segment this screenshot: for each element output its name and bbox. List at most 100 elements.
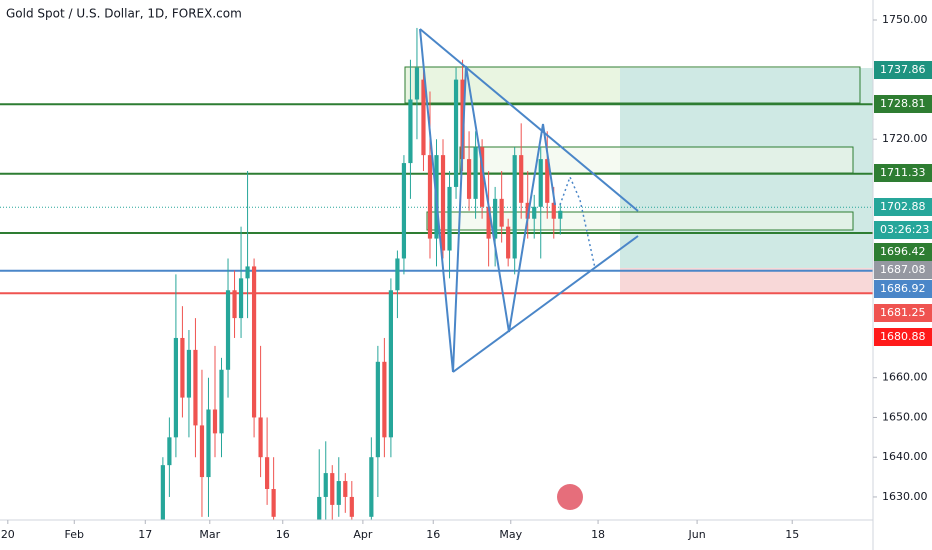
- candle-body: [271, 488, 276, 517]
- x-tick-label: 16: [426, 528, 440, 541]
- zone-fill: [405, 67, 620, 103]
- candle-body: [506, 226, 511, 259]
- candle-body: [193, 349, 198, 426]
- candle-body: [265, 457, 270, 489]
- triangle-lower: [452, 235, 639, 373]
- candle-body: [212, 409, 218, 434]
- candle-body: [206, 409, 211, 478]
- candle-body: [160, 465, 165, 520]
- candle-body: [401, 163, 407, 259]
- x-tick-label: 17: [138, 528, 152, 541]
- x-tick-label: 18: [591, 528, 605, 541]
- triangle-upper: [419, 28, 639, 212]
- drawings: [0, 66, 873, 295]
- candle-body: [408, 99, 413, 164]
- price-label-bg: [874, 198, 932, 216]
- candle-body: [382, 361, 387, 438]
- candle-body: [388, 290, 393, 438]
- price-label: 1702.88: [880, 200, 926, 213]
- time-axis: [0, 520, 873, 550]
- candle-body: [251, 266, 257, 418]
- candle-body: [532, 206, 537, 219]
- candle-body: [225, 290, 231, 370]
- x-tick-label: 15: [785, 528, 799, 541]
- price-label-bg: [874, 95, 932, 113]
- x-tick-label: Apr: [353, 528, 373, 541]
- x-tick-label: May: [499, 528, 522, 541]
- price-label: 1711.33: [880, 166, 926, 179]
- candle-body: [486, 206, 491, 239]
- x-tick-label: 20: [1, 528, 15, 541]
- candle-body: [499, 198, 504, 227]
- candle-body: [180, 337, 185, 398]
- candle-body: [219, 369, 224, 434]
- price-label-bg: [874, 304, 932, 322]
- logo: [557, 484, 583, 510]
- candle-body: [245, 266, 250, 279]
- candle-body: [427, 155, 433, 239]
- candle-body: [343, 481, 348, 497]
- y-tick-label: 1640.00: [882, 450, 928, 463]
- price-label-bg: [874, 164, 932, 182]
- price-label: 1737.86: [880, 63, 926, 76]
- candle-body: [440, 155, 446, 251]
- pattern: [419, 28, 639, 510]
- candle-body: [512, 155, 517, 259]
- zigzag: [419, 28, 556, 373]
- price-label: 1696.42: [880, 245, 926, 258]
- y-tick-label: 1660.00: [882, 371, 928, 384]
- candle-body: [258, 417, 263, 458]
- candle-body: [453, 79, 459, 187]
- price-label-bg: [874, 61, 932, 79]
- candle-body: [186, 349, 192, 398]
- countdown: 03:26:23: [880, 223, 929, 236]
- price-label-bg: [874, 280, 932, 298]
- candle-body: [395, 258, 400, 291]
- zone-box: [459, 146, 854, 174]
- price-label: 1687.08: [880, 263, 926, 276]
- y-tick-label: 1650.00: [882, 410, 928, 423]
- candle-body: [173, 337, 179, 438]
- candle-body: [375, 361, 380, 458]
- candle-body: [460, 79, 465, 160]
- chart-title: Gold Spot / U.S. Dollar, 1D, FOREX.com: [6, 7, 242, 21]
- candle-body: [317, 496, 322, 520]
- price-label: 1686.92: [880, 282, 926, 295]
- candle-body: [480, 147, 485, 207]
- y-tick-label: 1720.00: [882, 132, 928, 145]
- x-tick-label: Mar: [199, 528, 220, 541]
- x-tick-label: 16: [276, 528, 290, 541]
- candle-body: [199, 425, 205, 478]
- candle-body: [558, 210, 563, 219]
- y-tick-label: 1750.00: [882, 13, 928, 26]
- candle-body: [466, 159, 472, 199]
- candle-body: [323, 473, 328, 497]
- countdown-bg: [874, 221, 932, 239]
- candles: [160, 27, 563, 520]
- price-label: 1681.25: [880, 306, 926, 319]
- candle-body: [421, 79, 426, 156]
- candle-body: [349, 496, 354, 517]
- x-tick-label: Jun: [688, 528, 706, 541]
- price-label: 1728.81: [880, 97, 926, 110]
- candle-body: [545, 159, 550, 203]
- candle-body: [232, 290, 237, 319]
- candle-body: [551, 202, 556, 219]
- loss-zone: [620, 268, 873, 294]
- candle-body: [167, 437, 172, 466]
- price-label-bg: [874, 243, 932, 261]
- candle-body: [473, 147, 478, 199]
- candle-body: [493, 198, 498, 239]
- candle-body: [414, 67, 420, 100]
- candle-body: [525, 202, 530, 219]
- price-label: 1680.88: [880, 330, 926, 343]
- candle-body: [238, 278, 244, 319]
- y-tick-label: 1630.00: [882, 490, 928, 503]
- candle-body: [538, 159, 543, 207]
- candle-body: [369, 457, 374, 517]
- zone-box: [404, 66, 861, 104]
- candle-body: [336, 481, 341, 505]
- candle-body: [519, 155, 524, 203]
- x-tick-label: Feb: [65, 528, 84, 541]
- candle-body: [447, 186, 452, 251]
